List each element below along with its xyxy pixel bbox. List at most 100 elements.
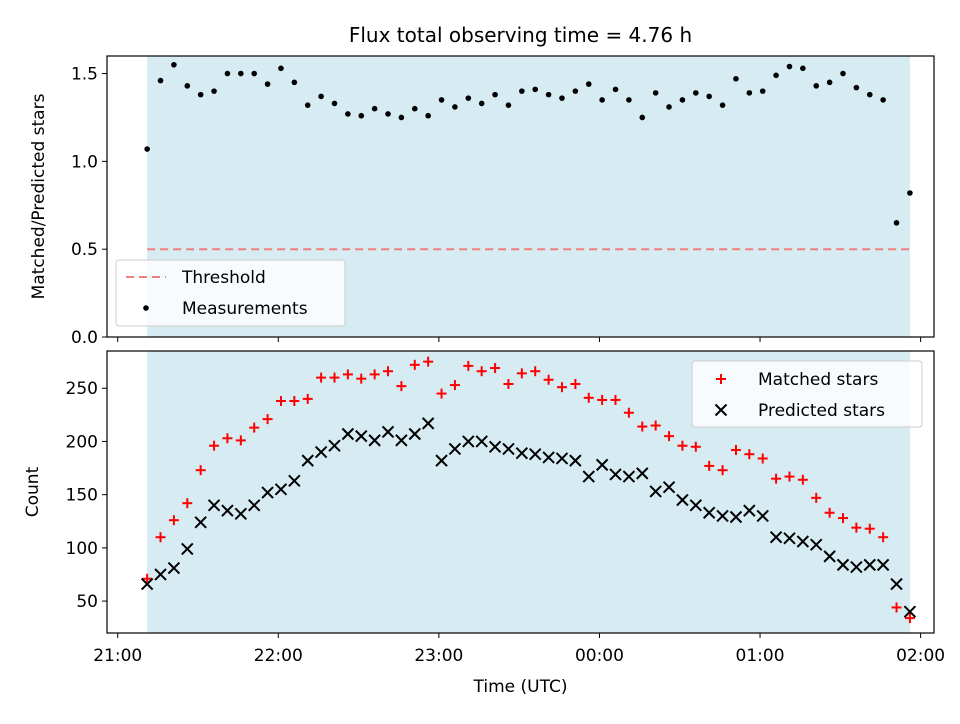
- measurement-point: [398, 114, 405, 121]
- predicted-star-point: [167, 561, 181, 575]
- predicted-star-point-b: [408, 427, 421, 441]
- predicted-star-point: [448, 442, 462, 456]
- y-tick-label: 1.5: [71, 65, 98, 85]
- matched-star-point: [490, 363, 501, 374]
- predicted-star-point-b: [863, 558, 876, 572]
- predicted-star-point-b: [555, 452, 569, 465]
- measurement-point: [224, 70, 231, 77]
- matched-star-point: [209, 440, 220, 451]
- measurement-point: [759, 88, 766, 94]
- legend-predicted-label: Predicted stars: [758, 401, 885, 421]
- measurement-point: [438, 97, 445, 103]
- x-tick-label: 00:00: [575, 646, 624, 666]
- predicted-star-point: [555, 452, 569, 465]
- measurement-point: [492, 91, 498, 98]
- predicted-star-point: [609, 468, 622, 481]
- y-tick-label: 1.0: [71, 152, 98, 172]
- matched-star-point: [878, 532, 889, 543]
- predicted-star-point-b: [582, 470, 595, 483]
- predicted-star-point: [890, 577, 903, 591]
- measurement-point: [786, 63, 793, 70]
- matched-star-point: [342, 369, 353, 380]
- top-legend-box: [115, 259, 346, 327]
- predicted-star-point: [328, 439, 341, 452]
- predicted-star-point: [662, 481, 676, 494]
- measurement-point: [264, 81, 271, 87]
- predicted-star-point: [863, 558, 876, 572]
- bottom-legend-box: [691, 360, 923, 428]
- matched-star-point: [730, 444, 741, 455]
- measurement-point: [666, 104, 672, 110]
- predicted-star-point-b: [515, 446, 529, 460]
- measurement-point: [840, 70, 846, 77]
- bottom-legend: Matched stars Predicted stars: [691, 360, 923, 428]
- measurement-point: [639, 114, 646, 121]
- measurement-point: [197, 91, 204, 98]
- predicted-star-point: [381, 425, 395, 439]
- predicted-star-point: [341, 427, 355, 441]
- matched-star-point: [797, 474, 808, 485]
- predicted-star-point-b: [756, 509, 769, 523]
- measurement-point: [800, 65, 806, 72]
- legend-measurement-swatch: [143, 305, 149, 311]
- predicted-star-point-b: [850, 560, 863, 574]
- matched-star-point: [289, 396, 300, 407]
- y-tick-label: 200: [66, 432, 98, 452]
- predicted-star-point-b: [421, 417, 435, 430]
- predicted-star-point: [796, 535, 810, 548]
- predicted-star-point: [542, 451, 555, 464]
- measurement-point: [866, 91, 873, 98]
- predicted-star-point: [636, 467, 649, 480]
- measurement-point: [813, 83, 820, 89]
- bottom-panel-frame: [106, 350, 935, 634]
- measurement-point: [599, 97, 605, 103]
- measurement-point: [385, 111, 391, 117]
- predicted-star-point-b: [355, 429, 368, 443]
- predicted-star-point-b: [903, 605, 917, 618]
- predicted-star-point: [435, 454, 448, 467]
- measurement-point: [505, 102, 512, 108]
- predicted-star-point-b: [140, 577, 154, 591]
- matched-star-point: [463, 360, 474, 371]
- matched-star-point: [690, 441, 701, 452]
- predicted-star-point-b: [649, 485, 662, 498]
- predicted-star-point: [234, 507, 248, 521]
- x-tick-label: 02:00: [896, 646, 945, 666]
- top-legend: Threshold Measurements: [115, 259, 346, 327]
- matched-star-point: [302, 393, 313, 404]
- predicted-star-point: [274, 483, 288, 496]
- y-tick-label: 100: [66, 539, 98, 559]
- predicted-star-point-b: [288, 474, 301, 488]
- predicted-star-point: [823, 550, 836, 563]
- predicted-star-point: [622, 470, 636, 483]
- predicted-star-point-b: [488, 440, 502, 453]
- measurement-point: [331, 100, 338, 107]
- measurement-point: [291, 79, 298, 86]
- measurement-point: [545, 91, 552, 98]
- predicted-star-point: [743, 504, 756, 517]
- matched-star-point: [851, 522, 862, 533]
- measurement-point: [773, 72, 779, 79]
- predicted-star-point-b: [395, 434, 408, 447]
- top-panel: 0.0 0.5 1.0 1.5 Flux total observing time =…: [29, 23, 935, 348]
- predicted-star-point-b: [502, 442, 515, 456]
- predicted-star-point-b: [876, 558, 890, 572]
- predicted-star-point: [221, 504, 234, 517]
- predicted-star-point: [689, 499, 703, 512]
- predicted-star-point: [368, 434, 381, 447]
- predicted-star-point-b: [836, 558, 850, 572]
- measurement-point: [278, 65, 284, 72]
- top-y-axis-label: Matched/Predicted stars: [29, 93, 49, 299]
- predicted-star-point: [729, 510, 743, 524]
- predicted-star-point-b: [462, 435, 475, 448]
- predicted-star-point-b: [542, 451, 555, 464]
- measurement-point: [304, 102, 311, 108]
- y-tick-label: 0.5: [71, 240, 98, 260]
- predicted-star-point-b: [529, 448, 542, 461]
- predicted-star-point: [756, 509, 769, 523]
- predicted-star-point-b: [823, 550, 836, 563]
- predicted-star-point: [569, 454, 582, 467]
- predicted-star-point: [836, 558, 850, 572]
- predicted-star-point-b: [301, 454, 314, 467]
